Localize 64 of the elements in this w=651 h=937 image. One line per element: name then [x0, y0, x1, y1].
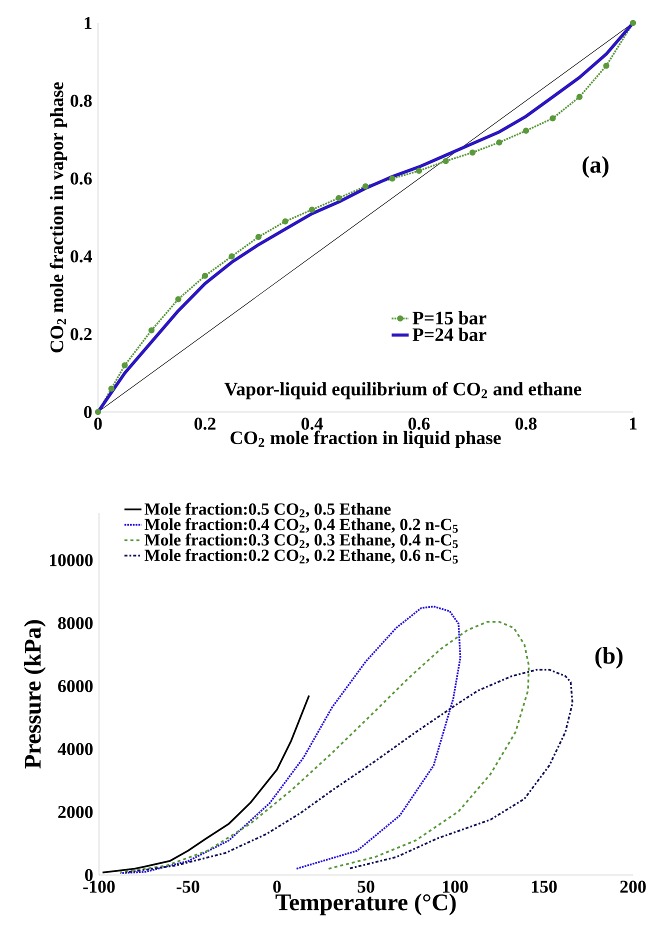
y-axis-title: CO$_{2}$ mole fraction in vapor phase	[50, 82, 68, 352]
point	[336, 194, 342, 202]
legend-label: Mole fraction:0.2 CO$_{2}$, 0.2 Ethane, 0.6 n-C$_{5}$	[144, 548, 458, 564]
legend-label: P=24 bar	[412, 328, 486, 342]
y-tick-label: 0.2	[70, 328, 92, 340]
x-tick-label: 0.2	[194, 418, 216, 430]
legend-label: Mole fraction:0.5 CO$_{2}$, 0.5 Ethane	[144, 502, 391, 518]
annotation: (b)	[595, 646, 623, 669]
point	[603, 62, 610, 69]
x-tick-label: -100	[83, 880, 115, 893]
point	[550, 115, 556, 122]
y-tick-label: 10000	[50, 554, 93, 566]
y-tick-label: 4000	[58, 743, 93, 756]
y-tick-label: 0	[84, 406, 92, 418]
y-tick-label: 8000	[58, 617, 93, 630]
x-tick-label: 100	[442, 880, 468, 893]
point	[362, 183, 369, 190]
x-tick-label: 0.6	[408, 418, 430, 430]
point	[202, 272, 208, 279]
x-tick-label: 0.8	[515, 418, 537, 430]
annotation: (a)	[582, 156, 608, 178]
x-tick-label: 0	[273, 880, 281, 893]
point	[389, 176, 396, 182]
x-tick-label: 0.4	[301, 418, 323, 430]
point	[496, 139, 502, 146]
annotation: Vapor-liquid equilibrium of CO$_{2}$ and ethane	[224, 382, 582, 400]
point	[442, 158, 449, 164]
y-tick-label: 2000	[58, 806, 93, 818]
point	[175, 296, 182, 302]
x-tick-label: 150	[532, 880, 557, 893]
line-series	[102, 694, 310, 874]
point	[630, 20, 636, 26]
x-axis-title: CO$_{2}$ mole fraction in liquid phase	[230, 430, 501, 448]
point	[469, 149, 476, 156]
x-tick-label: 50	[358, 880, 374, 893]
y-tick-label: 0.6	[70, 172, 92, 185]
y-axis-title: Pressure (kPa)	[24, 620, 46, 769]
point	[522, 128, 530, 134]
point	[228, 253, 235, 260]
x-axis-title: Temperature (°C)	[276, 894, 456, 916]
x-tick-label: -50	[176, 880, 200, 893]
point	[108, 386, 114, 392]
x-tick-label: 200	[620, 880, 646, 893]
line-series	[119, 621, 530, 874]
point	[282, 218, 288, 224]
line-series	[124, 668, 574, 874]
x-tick-label: 0	[94, 418, 102, 430]
y-tick-label: 6000	[58, 680, 93, 692]
legend-label: Mole fraction:0.4 CO$_{2}$, 0.4 Ethane, 0.2 n-C$_{5}$	[144, 518, 458, 533]
y-tick-label: 0	[85, 868, 93, 882]
point	[255, 234, 262, 240]
point	[148, 327, 155, 334]
legend-label: P=15 bar	[412, 311, 486, 324]
point	[416, 168, 422, 174]
point	[94, 408, 102, 416]
line-series	[119, 606, 462, 874]
x-tick-label: 1	[630, 418, 637, 430]
y-tick-label: 0.8	[70, 94, 92, 107]
legend-label: Mole fraction:0.3 CO$_{2}$, 0.3 Ethane, 0.4 n-C$_{5}$	[144, 534, 458, 548]
y-tick-label: 1	[84, 17, 92, 29]
point	[308, 206, 316, 213]
y-tick-label: 0.4	[70, 250, 92, 262]
point	[122, 362, 128, 368]
point	[576, 94, 583, 100]
